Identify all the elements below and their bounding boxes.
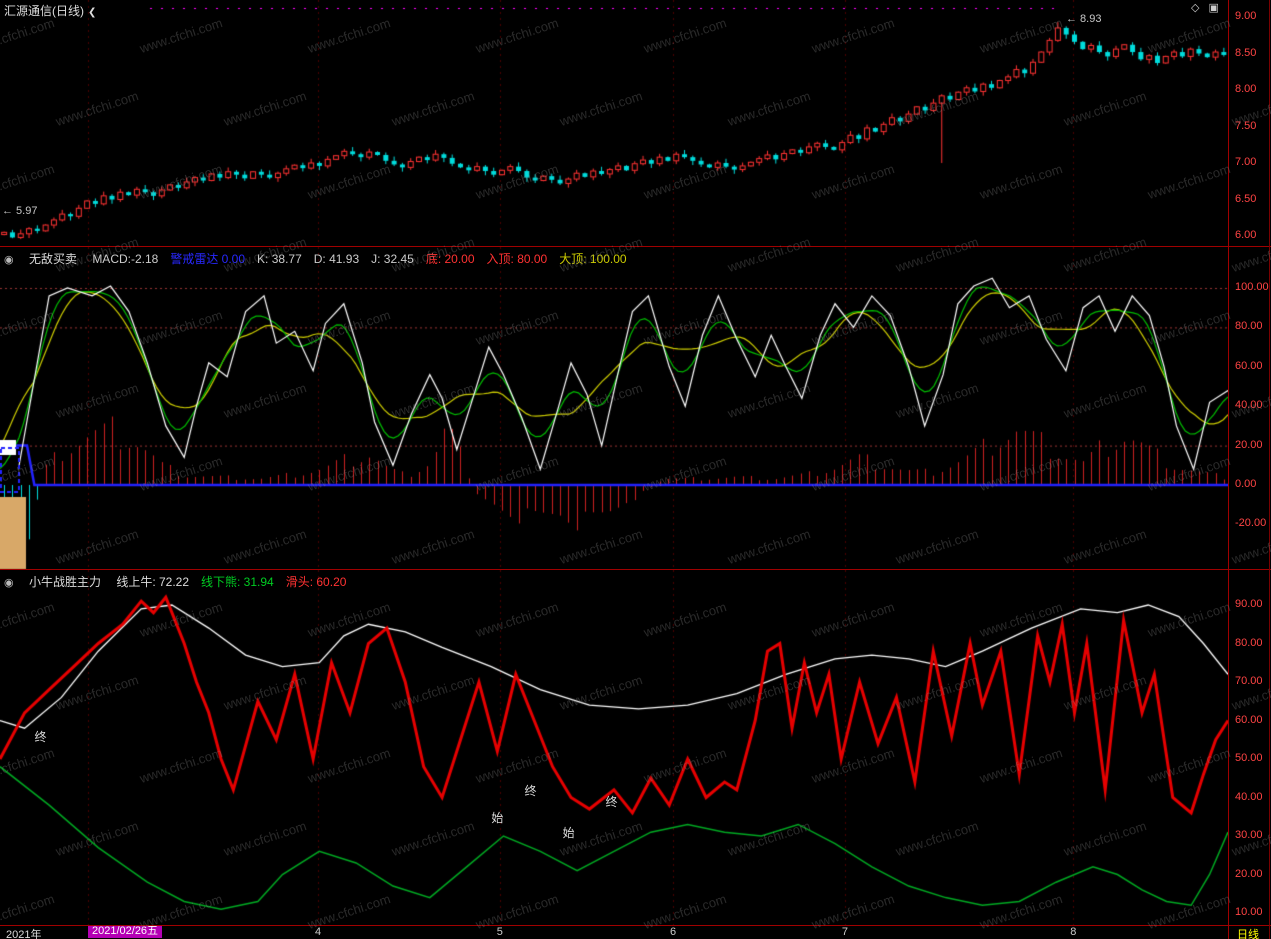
axis-label: 8.50 xyxy=(1235,46,1257,59)
window-icon[interactable]: ▣ xyxy=(1208,2,1219,14)
axis-label: 20.00 xyxy=(1235,867,1263,880)
axis-label: -20.00 xyxy=(1235,517,1267,530)
axis-label: 40.00 xyxy=(1235,790,1263,803)
indicator-stat: 线上牛: 72.22 xyxy=(116,575,190,589)
indicator-stat: K: 38.77 xyxy=(257,252,302,266)
indicator-stat: 底: 20.00 xyxy=(425,252,475,266)
indicator-stat: MACD:-2.18 xyxy=(92,252,159,266)
indicator-stat: D: 41.93 xyxy=(313,252,360,266)
timeline-tick: 7 xyxy=(841,926,848,938)
indicator-stat: 滑头: 60.20 xyxy=(285,575,347,589)
axis-label: 9.00 xyxy=(1235,10,1257,22)
axis-label: 6.50 xyxy=(1235,192,1257,205)
selected-date-badge[interactable]: 2021/02/26五 xyxy=(88,925,163,938)
indicator2-chart-canvas[interactable] xyxy=(0,570,1228,925)
indicator-stat: 大顶: 100.00 xyxy=(559,252,627,266)
kline-chart-canvas[interactable] xyxy=(0,0,1228,247)
indicator2-stats: 线上牛: 72.22 线下熊: 31.94 滑头: 60.20 xyxy=(116,575,358,589)
indicator2-name[interactable]: 小牛战胜主力 xyxy=(28,575,101,589)
axis-label: 50.00 xyxy=(1235,752,1263,764)
axis-label: 7.50 xyxy=(1235,119,1257,132)
indicator2-header: ◉ 小牛战胜主力 线上牛: 72.22 线下熊: 31.94 滑头: 60.20 xyxy=(4,573,358,589)
year-label: 2021年 xyxy=(6,929,42,939)
timeline-tick: 5 xyxy=(496,926,503,938)
phase-annotation: 终 xyxy=(605,795,618,810)
phase-annotation: 始 xyxy=(491,810,504,825)
axis-label: 8.00 xyxy=(1235,83,1257,95)
phase-annotation: 终 xyxy=(524,783,537,798)
axis-label: 60.00 xyxy=(1235,359,1263,372)
axis-label: 100.00 xyxy=(1235,281,1269,293)
axis-label: 7.00 xyxy=(1235,156,1257,168)
axis-label: 70.00 xyxy=(1235,675,1263,687)
panel-divider xyxy=(0,569,1271,570)
axis-label: 60.00 xyxy=(1235,713,1263,726)
axis-label: 30.00 xyxy=(1235,829,1263,841)
indicator-stat: 警戒雷达 0.00 xyxy=(170,252,246,266)
indicator-stat: J: 32.45 xyxy=(371,252,414,266)
indicator1-stats: MACD:-2.18 警戒雷达 0.00 K: 38.77 D: 41.93 J: 32… xyxy=(92,252,638,266)
timeline-bar: 2021年 2021/02/26五 4 5 6 7 8 xyxy=(0,925,1228,939)
low-price-label: ← 5.97 xyxy=(2,205,38,217)
timeline-tick: 4 xyxy=(315,926,322,938)
axis-label: 80.00 xyxy=(1235,320,1263,333)
timeline-tick: 8 xyxy=(1070,926,1077,938)
stock-title-row: 汇源通信(日线) ❮ xyxy=(4,2,108,18)
right-border-line xyxy=(1269,0,1270,939)
window-controls: ◇ ▣ xyxy=(1185,1,1219,14)
axis-separator-line xyxy=(1228,0,1229,939)
phase-annotation: 始 xyxy=(562,826,575,841)
axis-label: 20.00 xyxy=(1235,438,1263,451)
axis-label: 10.00 xyxy=(1235,906,1263,918)
stock-title[interactable]: 汇源通信(日线) xyxy=(4,4,84,18)
panel-divider xyxy=(0,246,1271,247)
axis-label: 80.00 xyxy=(1235,636,1263,649)
axis-label: 0.00 xyxy=(1235,478,1257,490)
price-axis-column: 9.00 8.50 8.00 7.50 7.00 6.50 6.00 100.00 80.00 6… xyxy=(1228,0,1271,939)
title-marker-icon[interactable]: ❮ xyxy=(88,7,97,18)
panel-divider xyxy=(0,925,1271,926)
indicator1-chart-canvas[interactable] xyxy=(0,247,1228,570)
axis-label: 90.00 xyxy=(1235,598,1263,610)
period-label[interactable]: 日线 xyxy=(1237,929,1259,939)
timeline-tick: 6 xyxy=(669,926,677,938)
axis-label: 6.00 xyxy=(1235,229,1257,241)
phase-annotation: 终 xyxy=(34,729,47,744)
indicator-stat: 入顶: 80.00 xyxy=(486,252,548,266)
high-price-label: ← 8.93 xyxy=(1066,13,1102,25)
indicator-toggle-icon[interactable]: ◉ xyxy=(4,254,14,266)
indicator-stat: 线下熊: 31.94 xyxy=(201,575,274,589)
axis-label: 40.00 xyxy=(1235,399,1263,412)
indicator1-name[interactable]: 无敌买卖 xyxy=(28,252,77,266)
diamond-icon[interactable]: ◇ xyxy=(1191,2,1200,14)
indicator-toggle-icon[interactable]: ◉ xyxy=(4,577,14,589)
indicator1-header: ◉ 无敌买卖 MACD:-2.18 警戒雷达 0.00 K: 38.77 D: 41.… xyxy=(4,250,639,266)
